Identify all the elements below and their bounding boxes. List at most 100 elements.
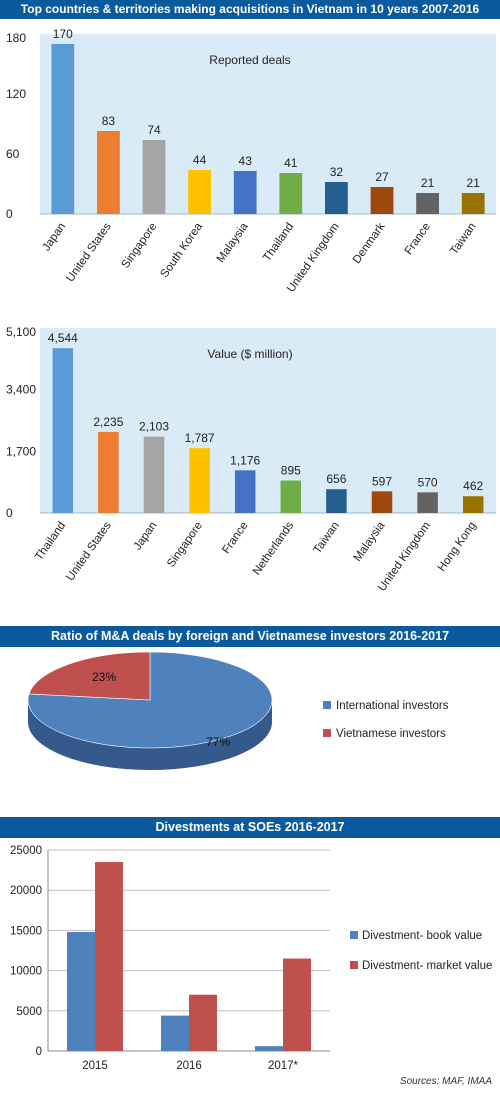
- y-tick-label: 25000: [10, 845, 42, 857]
- legend-label-international-investors: International investors: [336, 700, 449, 712]
- category-label-singapore: Singapore: [120, 221, 160, 271]
- value-label-singapore: 74: [147, 123, 161, 137]
- value-label-denmark: 27: [375, 170, 389, 184]
- legend-label-divestment-market-value: Divestment- market value: [362, 960, 492, 972]
- bar-malaysia: [371, 491, 393, 513]
- bar-divestment-book-value-2016: [161, 1015, 189, 1051]
- category-label-malaysia: Malaysia: [215, 220, 251, 265]
- value-label-france: 1,176: [230, 453, 260, 467]
- value-label-united-kingdom: 570: [418, 475, 438, 489]
- value-label-hong-kong: 462: [463, 479, 483, 493]
- value-label-taiwan: 21: [467, 176, 481, 190]
- category-label-united-kingdom: United Kingdom: [285, 221, 342, 295]
- category-label-japan: Japan: [40, 221, 68, 254]
- category-label-united-states: United States: [64, 221, 114, 285]
- category-label-hong-kong: Hong Kong: [436, 520, 479, 574]
- y-tick-label: 1,700: [6, 444, 36, 458]
- value-label-taiwan: 656: [326, 472, 346, 486]
- category-label-japan: Japan: [132, 520, 160, 553]
- pie-label-vietnamese-investors: 23%: [92, 670, 116, 684]
- value-label-malaysia: 597: [372, 474, 392, 488]
- y-tick-label: 5000: [16, 1006, 42, 1018]
- bar-japan: [143, 436, 165, 513]
- legend-label-divestment-book-value: Divestment- book value: [362, 930, 482, 942]
- bar-denmark: [370, 187, 394, 214]
- bar-divestment-market-value-2016: [189, 994, 217, 1051]
- value-label-japan: 170: [53, 27, 73, 41]
- value-label-south-korea: 44: [193, 153, 207, 167]
- category-label-united-kingdom: United Kingdom: [376, 520, 433, 594]
- category-label-united-states: United States: [64, 520, 114, 584]
- divestments-chart: 0 5000 10000 15000 20000 25000 2015 2016 2017* Di…: [10, 845, 492, 1072]
- category-label-taiwan: Taiwan: [448, 221, 478, 257]
- bar-singapore: [189, 448, 210, 513]
- value-label-united-states: 83: [102, 114, 116, 128]
- value-label-netherlands: 895: [281, 464, 301, 478]
- value-label-france: 21: [421, 176, 435, 190]
- bar-france: [234, 470, 256, 513]
- y-tick-label: 0: [6, 207, 13, 221]
- legend-swatch-divestment-market-value: [350, 961, 358, 969]
- chart-title: Value ($ million): [207, 347, 292, 361]
- y-tick-label: 180: [6, 31, 26, 45]
- value-label-united-states: 2,235: [93, 415, 123, 429]
- legend-label-vietnamese-investors: Vietnamese investors: [336, 728, 446, 740]
- value-label-thailand: 4,544: [48, 331, 78, 345]
- investor-ratio-pie-chart: 77% 23% International investors Vietnamese …: [27, 651, 449, 770]
- category-label-taiwan: Taiwan: [311, 520, 341, 556]
- bar-divestment-book-value-2015: [67, 932, 95, 1051]
- bar-united-states: [97, 131, 120, 214]
- source-note: Sources: MAF, IMAA: [399, 1076, 492, 1087]
- bar-france: [416, 193, 439, 214]
- bar-singapore: [142, 140, 166, 214]
- category-label-thailand: Thailand: [33, 520, 68, 563]
- ratio-banner: Ratio of M&A deals by foreign and Vietna…: [0, 626, 500, 647]
- category-label-france: France: [403, 221, 433, 257]
- value-label-malaysia: 43: [239, 154, 253, 168]
- legend-swatch-international-investors: [323, 701, 331, 709]
- value-label-united-kingdom: 32: [330, 165, 344, 179]
- y-tick-label: 20000: [10, 885, 42, 897]
- y-tick-label: 0: [6, 506, 13, 520]
- pie-slice-vietnamese-investors: [28, 651, 151, 701]
- category-label-malaysia: Malaysia: [352, 519, 388, 564]
- category-label-thailand: Thailand: [261, 221, 296, 264]
- category-label-2015: 2015: [82, 1060, 108, 1072]
- y-tick-label: 0: [36, 1046, 42, 1058]
- deal-value-chart: 0 1,700 3,400 5,100 Value ($ million) 4,544 Th…: [6, 325, 496, 594]
- category-label-singapore: Singapore: [165, 520, 205, 570]
- y-tick-label: 3,400: [6, 383, 36, 397]
- bar-thailand: [52, 348, 74, 513]
- pie-label-international-investors: 77%: [206, 735, 230, 749]
- bar-malaysia: [233, 171, 257, 214]
- bar-taiwan: [326, 489, 347, 513]
- bar-thailand: [279, 173, 303, 214]
- bar-united-kingdom: [417, 492, 438, 513]
- y-tick-label: 15000: [10, 925, 42, 937]
- bar-hong-kong: [462, 496, 484, 513]
- y-tick-label: 5,100: [6, 325, 36, 339]
- top-acquirers-banner: Top countries & territories making acqui…: [0, 0, 500, 19]
- pie-side-international: [28, 700, 272, 770]
- bar-netherlands: [280, 480, 302, 513]
- category-label-netherlands: Netherlands: [251, 520, 297, 578]
- value-label-singapore: 1,787: [185, 431, 215, 445]
- category-label-2017: 2017*: [268, 1060, 299, 1072]
- divestments-banner: Divestments at SOEs 2016-2017: [0, 817, 500, 838]
- category-label-2016: 2016: [176, 1060, 202, 1072]
- bar-divestment-book-value-2017: [255, 1046, 283, 1051]
- y-tick-label: 60: [6, 147, 20, 161]
- bar-divestment-market-value-2017: [283, 958, 311, 1051]
- category-label-south-korea: South Korea: [159, 220, 206, 280]
- legend-swatch-divestment-book-value: [350, 931, 358, 939]
- value-label-japan: 2,103: [139, 420, 169, 434]
- bar-south-korea: [188, 170, 211, 214]
- chart-title: Reported deals: [209, 53, 290, 67]
- category-label-france: France: [220, 520, 250, 556]
- value-label-thailand: 41: [284, 156, 298, 170]
- reported-deals-chart: 0 60 120 180 Reported deals 170 Japan 83 United …: [6, 27, 496, 295]
- bar-united-states: [98, 431, 119, 513]
- bar-divestment-market-value-2015: [95, 862, 123, 1051]
- bar-united-kingdom: [325, 182, 348, 214]
